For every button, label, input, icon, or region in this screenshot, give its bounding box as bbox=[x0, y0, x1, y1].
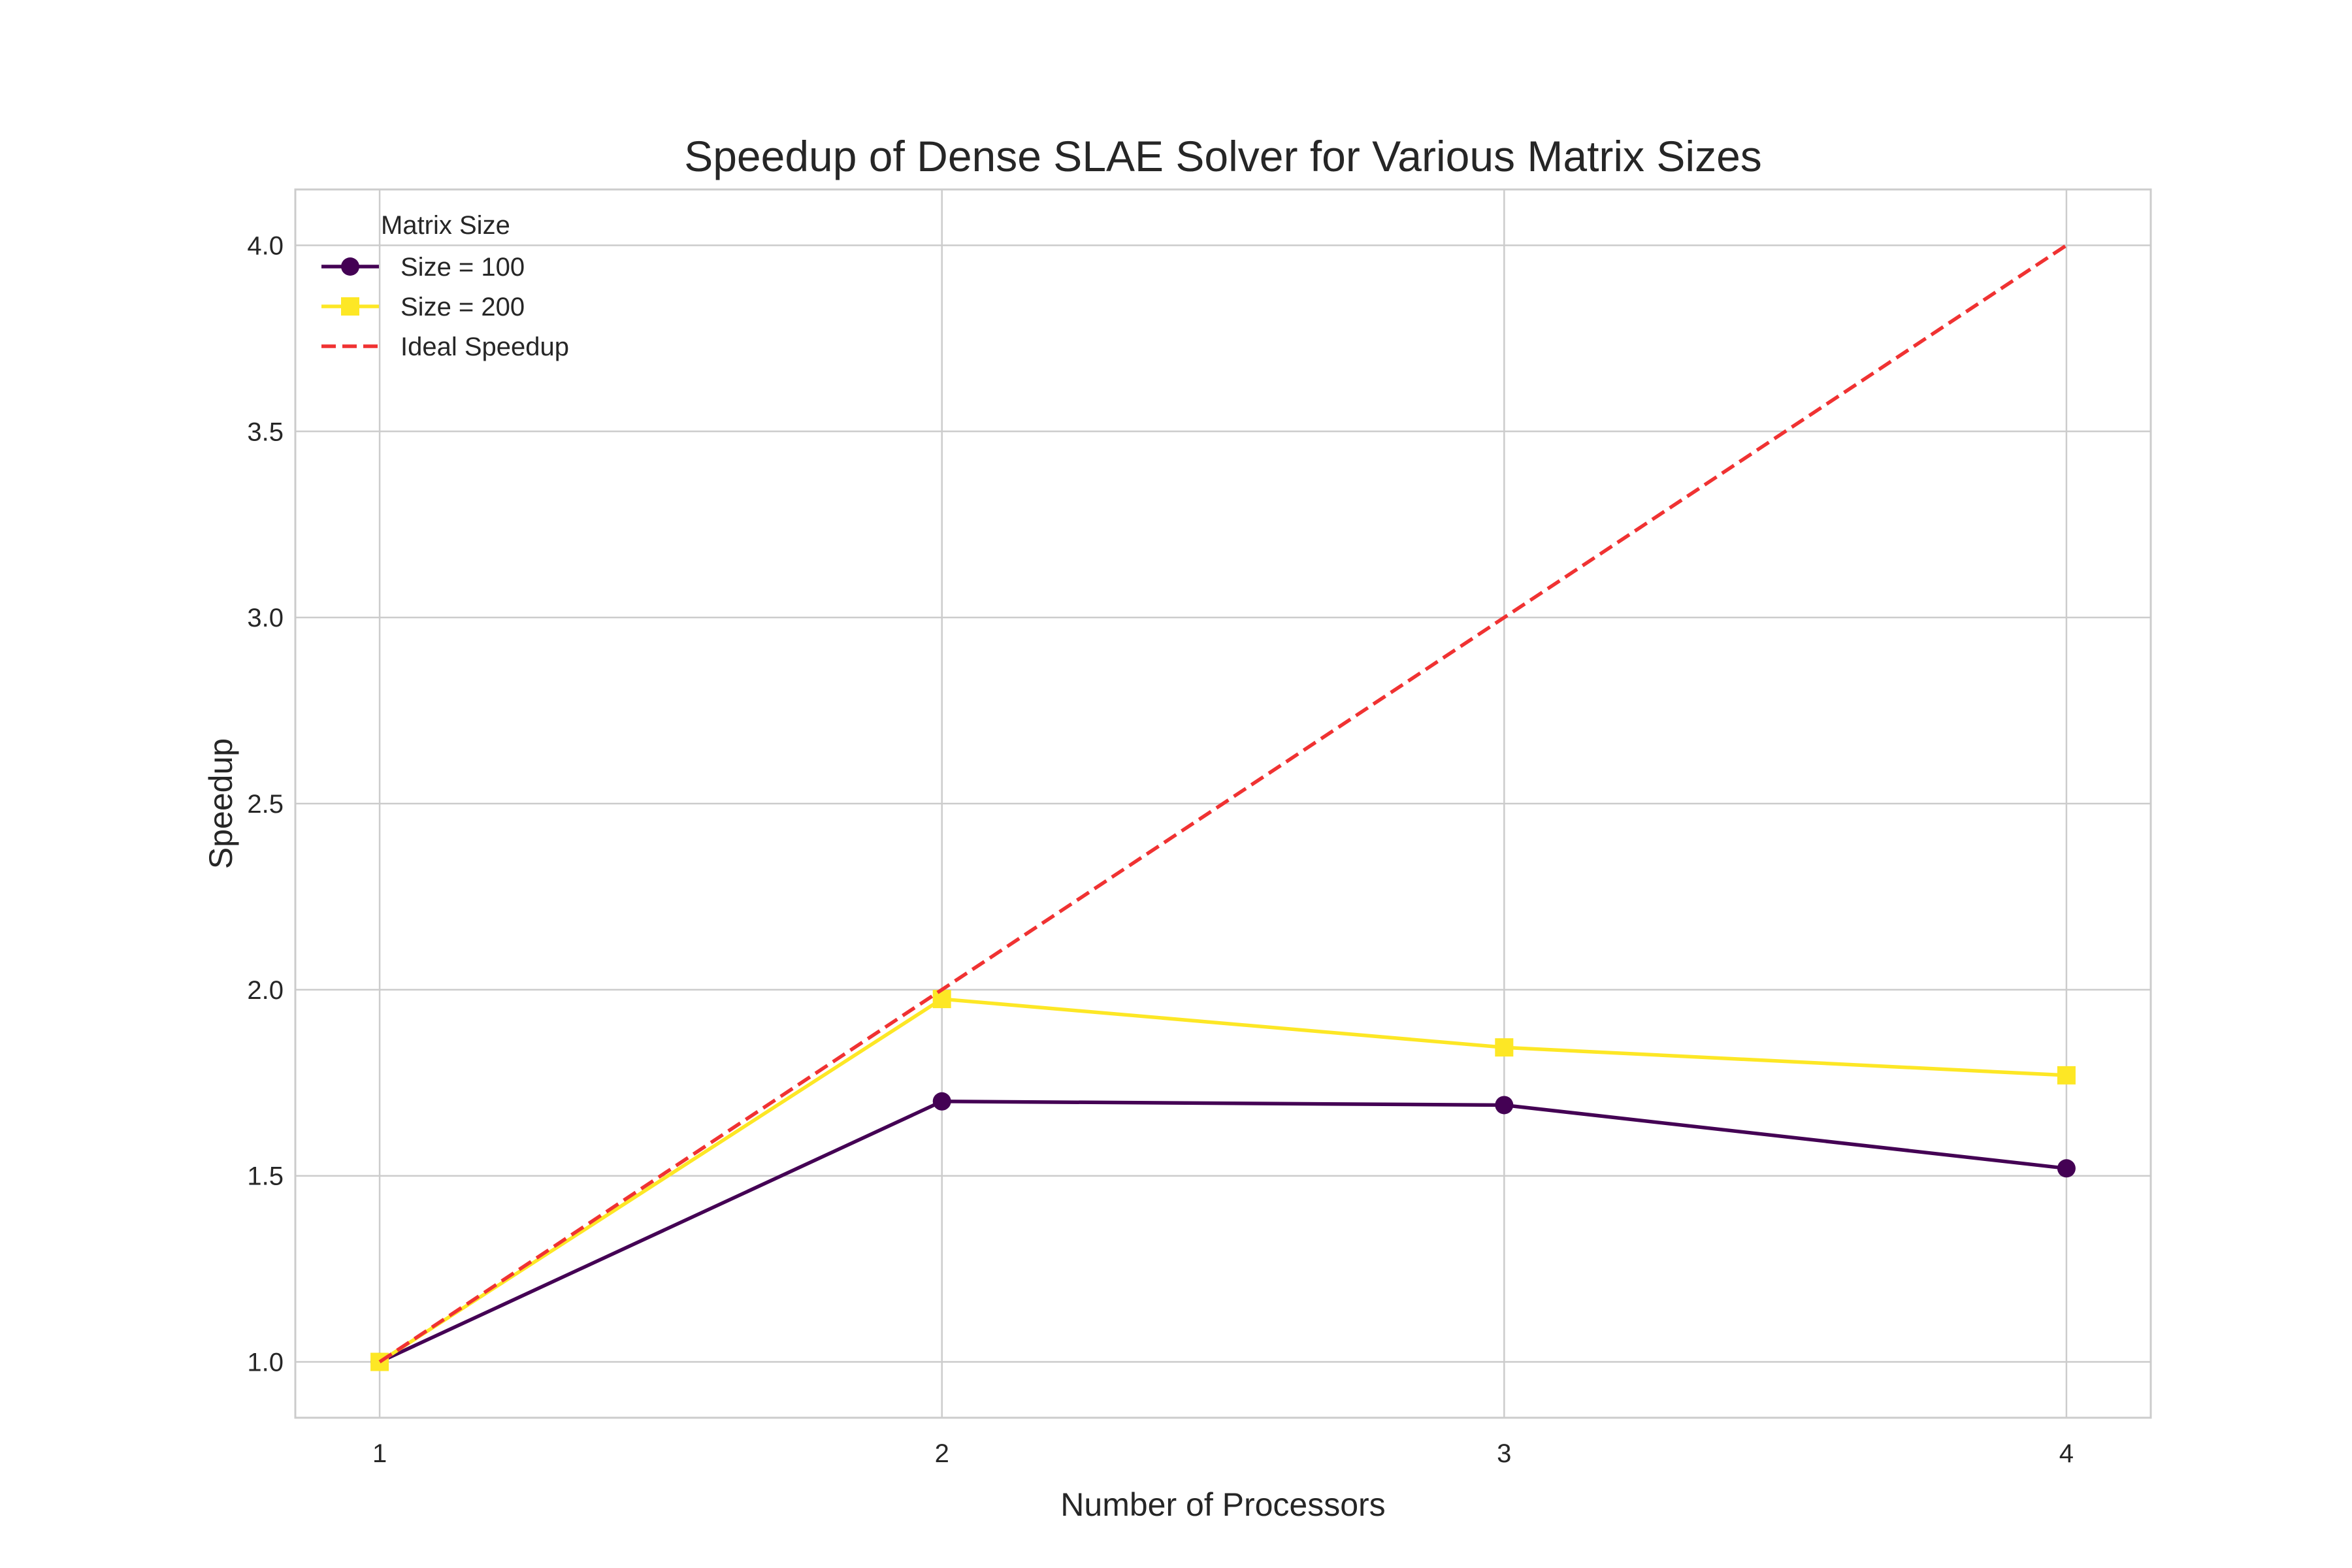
y-tick-label: 3.5 bbox=[247, 417, 284, 446]
x-tick-label: 4 bbox=[2059, 1439, 2074, 1468]
y-tick-label: 4.0 bbox=[247, 231, 284, 260]
legend-marker bbox=[341, 297, 359, 316]
legend-entry-label: Size = 100 bbox=[400, 253, 525, 282]
data-point bbox=[2057, 1066, 2076, 1085]
data-point bbox=[932, 1092, 951, 1111]
data-point bbox=[1495, 1038, 1514, 1057]
x-axis-label: Number of Processors bbox=[1060, 1486, 1385, 1523]
x-tick-label: 1 bbox=[372, 1439, 387, 1468]
plot-frame bbox=[294, 188, 2152, 1419]
y-tick-label: 1.5 bbox=[247, 1162, 284, 1191]
y-tick-label: 1.0 bbox=[247, 1348, 284, 1377]
x-tick-label: 3 bbox=[1497, 1439, 1511, 1468]
data-point bbox=[932, 990, 951, 1009]
series-line-3 bbox=[378, 244, 2068, 1364]
x-tick-label: 2 bbox=[935, 1439, 949, 1468]
legend-title: Matrix Size bbox=[381, 211, 510, 240]
y-tick-label: 3.0 bbox=[247, 604, 284, 632]
tick-label-layer: 1 2 3 4 1.0 1.5 2.0 2.5 3.0 3.5 4.0 bbox=[247, 231, 2074, 1468]
legend-entry-label: Ideal Speedup bbox=[400, 333, 569, 361]
series-layer bbox=[370, 244, 2076, 1371]
data-point bbox=[1495, 1096, 1514, 1115]
legend: Matrix Size Size = 100 Size = 200 Ideal Spe… bbox=[321, 211, 569, 361]
series-line-2 bbox=[378, 997, 2067, 1364]
legend-marker bbox=[341, 257, 359, 276]
y-tick-label: 2.0 bbox=[247, 976, 284, 1005]
y-axis-label: Speedup bbox=[203, 738, 239, 869]
data-point bbox=[2057, 1159, 2076, 1178]
legend-entry-label: Size = 200 bbox=[400, 293, 525, 321]
y-tick-label: 2.5 bbox=[247, 790, 284, 819]
chart-title: Speedup of Dense SLAE Solver for Various… bbox=[684, 132, 1762, 180]
grid-layer bbox=[295, 189, 2151, 1418]
series-line-1 bbox=[378, 1100, 2067, 1364]
